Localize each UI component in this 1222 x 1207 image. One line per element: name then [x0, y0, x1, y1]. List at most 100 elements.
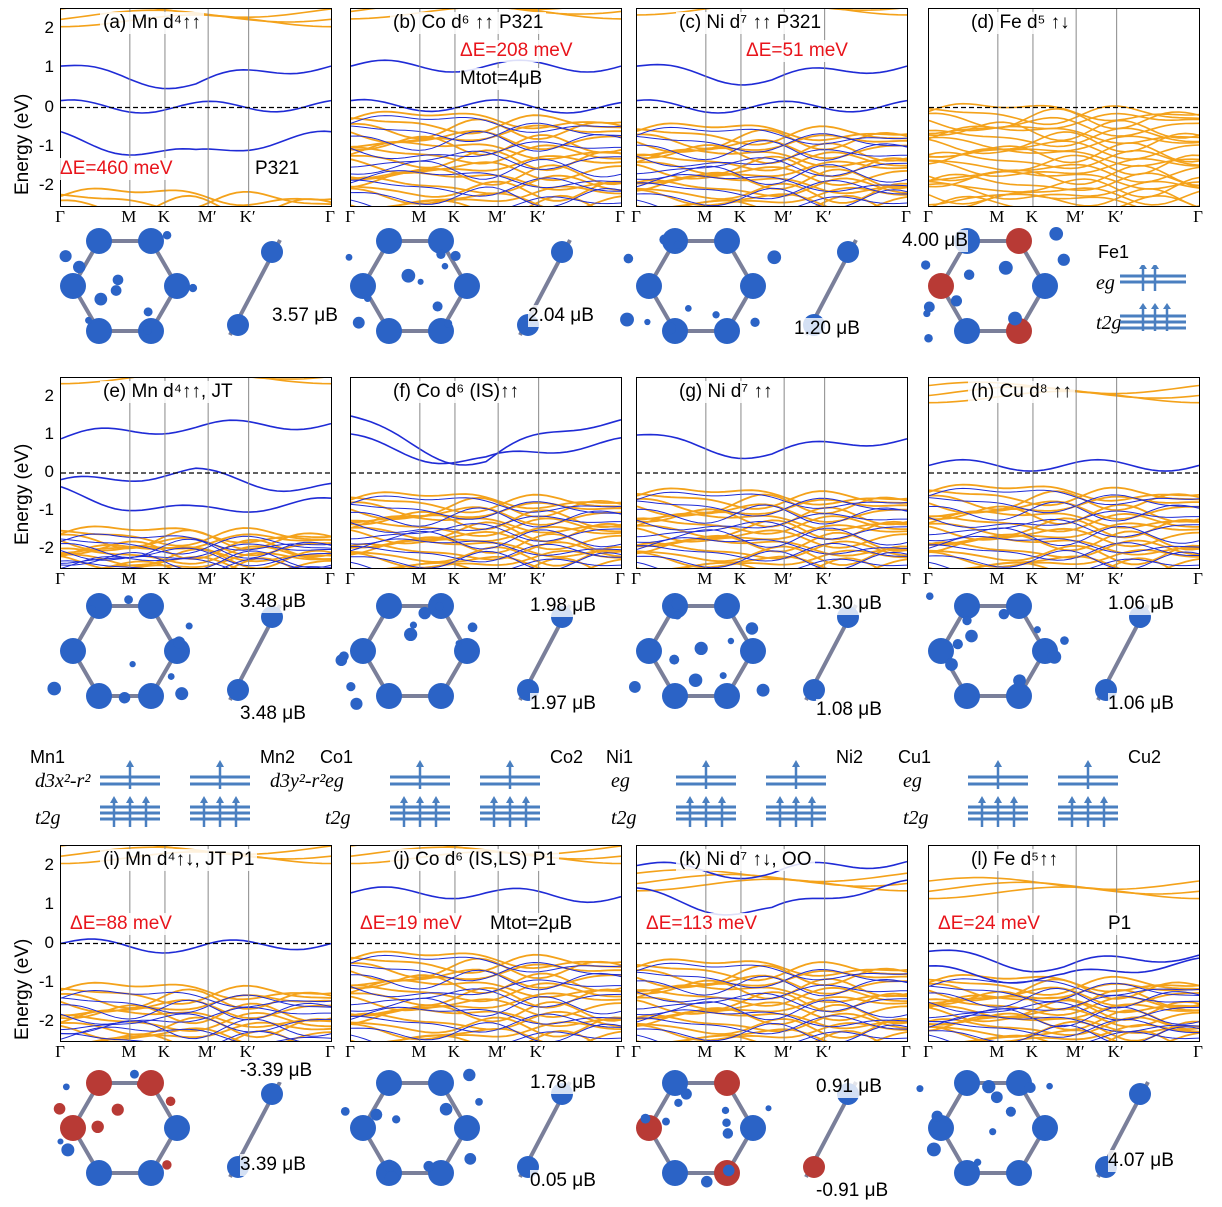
- density-blob: [685, 305, 692, 312]
- density-blob: [1025, 1082, 1036, 1093]
- y-tick-label: 1: [28, 57, 54, 77]
- density-blob: [418, 607, 430, 619]
- density-blob: [932, 1111, 943, 1122]
- spin-up-atom: [1129, 1083, 1151, 1105]
- density-blob: [410, 622, 417, 629]
- spin-down-band: [929, 882, 1199, 894]
- magnetic-moment-label: 3.48 μB: [240, 703, 306, 725]
- spin-up-band: [351, 887, 621, 902]
- spin-up-atom: [740, 273, 766, 299]
- y-tick-label: -1: [28, 136, 54, 156]
- spin-up-band: [61, 100, 331, 113]
- spin-down-band: [929, 887, 1199, 899]
- site-label: Co1: [320, 747, 353, 768]
- spin-density-structure: [908, 1062, 1198, 1202]
- density-blob: [999, 261, 1013, 275]
- spin-up-atom: [714, 228, 740, 254]
- density-blob: [61, 1143, 74, 1156]
- spin-up-band: [637, 100, 907, 113]
- spin-up-atom: [714, 318, 740, 344]
- density-blob: [750, 318, 759, 327]
- spin-up-atom: [376, 318, 402, 344]
- band-structure-svg: [61, 378, 331, 568]
- density-blob: [673, 611, 681, 619]
- spin-density-structure: [330, 220, 620, 360]
- density-blob: [186, 623, 193, 630]
- eg-level-label: eg: [1096, 272, 1115, 295]
- level-diagram: [90, 755, 260, 835]
- y-tick-label: 2: [28, 18, 54, 38]
- magnetic-moment-label: 1.98 μB: [530, 595, 596, 617]
- k-point-label: K: [734, 1042, 746, 1062]
- k-point-label: Γ: [901, 1042, 911, 1062]
- spin-up-atom: [86, 228, 112, 254]
- delta-e-label: ΔE=113 meV: [646, 913, 757, 935]
- spin-up-atom: [636, 273, 662, 299]
- hexagon-lattice: [941, 241, 1045, 331]
- band-structure-svg: [637, 9, 907, 206]
- density-blob: [423, 1161, 434, 1172]
- k-point-label: K: [158, 1042, 170, 1062]
- spin-down-atom: [60, 1115, 86, 1141]
- magnetic-moment-label: 1.30 μB: [816, 593, 882, 615]
- spin-up-atom: [954, 683, 980, 709]
- spin-density-svg: [616, 220, 906, 360]
- density-blob: [341, 1107, 350, 1116]
- density-blob: [1006, 1107, 1016, 1117]
- density-blob: [85, 317, 92, 324]
- density-blob: [111, 285, 122, 296]
- upper-level-label: eg: [611, 770, 630, 793]
- magnetic-moment-label: 4.07 μB: [1108, 1150, 1174, 1172]
- t2g-level-label: t2g: [903, 807, 929, 830]
- spin-up-band: [929, 551, 1199, 569]
- magnetic-moment-label: 0.05 μB: [530, 1170, 596, 1192]
- spin-up-band: [351, 434, 621, 464]
- panel-annotation: Mtot=2μB: [490, 913, 572, 935]
- density-blob: [723, 1128, 733, 1138]
- spin-up-atom: [164, 1115, 190, 1141]
- level-diagram: [666, 755, 836, 835]
- density-blob: [444, 319, 452, 327]
- spin-up-band: [61, 939, 331, 953]
- band-structure-svg: [929, 9, 1199, 206]
- density-blob: [951, 295, 962, 306]
- spin-up-atom: [350, 273, 376, 299]
- k-point-label: M′: [488, 1042, 507, 1062]
- spin-up-atom: [954, 318, 980, 344]
- k-point-label: Γ: [923, 1042, 933, 1062]
- k-point-label: K: [448, 1042, 460, 1062]
- band-plot: [636, 8, 908, 207]
- spin-up-atom: [1006, 1160, 1032, 1186]
- density-blob: [722, 1118, 731, 1127]
- spin-density-structure: [616, 220, 906, 360]
- band-structure-svg: [351, 378, 621, 568]
- spin-up-atom: [261, 241, 283, 263]
- spin-up-atom: [86, 683, 112, 709]
- density-blob: [91, 1121, 103, 1133]
- band-plot: [928, 845, 1200, 1042]
- t2g-level-label: t2g: [325, 807, 351, 830]
- k-point-label: K′: [530, 1042, 546, 1062]
- density-blob: [63, 1083, 70, 1090]
- magnetic-moment-label: 1.06 μB: [1108, 693, 1174, 715]
- density-blob: [982, 1080, 995, 1093]
- spin-up-atom: [714, 683, 740, 709]
- k-point-label: Γ: [615, 1042, 625, 1062]
- y-tick-label: 0: [28, 933, 54, 953]
- spin-up-atom: [376, 228, 402, 254]
- density-blob: [1060, 636, 1069, 645]
- density-blob: [1013, 674, 1026, 687]
- spin-up-atom: [636, 638, 662, 664]
- density-blob: [765, 1105, 771, 1111]
- upper-level-label: d3x²-r²: [35, 770, 90, 793]
- y-tick-label: -1: [28, 500, 54, 520]
- spin-down-atom: [714, 1070, 740, 1096]
- k-point-label: M: [697, 1042, 712, 1062]
- density-blob: [143, 326, 151, 334]
- hexagon-lattice: [649, 241, 753, 331]
- spin-up-atom: [803, 679, 825, 701]
- density-blob: [73, 261, 85, 273]
